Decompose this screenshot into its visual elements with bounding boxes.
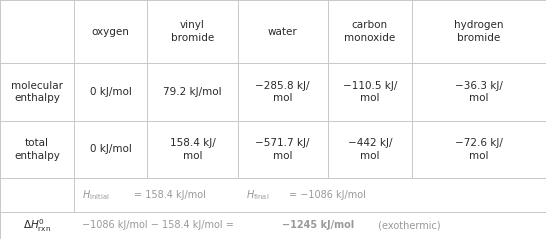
Text: = 158.4 kJ/mol: = 158.4 kJ/mol: [134, 190, 206, 200]
Text: −72.6 kJ/
mol: −72.6 kJ/ mol: [455, 138, 503, 161]
Text: $H_{\mathrm{initial}}$: $H_{\mathrm{initial}}$: [82, 188, 109, 202]
Text: 0 kJ/mol: 0 kJ/mol: [90, 87, 132, 97]
Text: oxygen: oxygen: [92, 27, 129, 37]
Text: carbon
monoxide: carbon monoxide: [345, 21, 395, 43]
Text: = −1086 kJ/mol: = −1086 kJ/mol: [289, 190, 366, 200]
Text: −1245 kJ/mol: −1245 kJ/mol: [282, 220, 354, 230]
Text: water: water: [268, 27, 298, 37]
Text: 158.4 kJ/
mol: 158.4 kJ/ mol: [170, 138, 215, 161]
Text: −110.5 kJ/
mol: −110.5 kJ/ mol: [343, 81, 397, 103]
Text: $\Delta H^0_{\mathrm{rxn}}$: $\Delta H^0_{\mathrm{rxn}}$: [23, 217, 51, 234]
Text: vinyl
bromide: vinyl bromide: [171, 21, 214, 43]
Text: −571.7 kJ/
mol: −571.7 kJ/ mol: [256, 138, 310, 161]
Text: −285.8 kJ/
mol: −285.8 kJ/ mol: [256, 81, 310, 103]
Text: hydrogen
bromide: hydrogen bromide: [454, 21, 504, 43]
Text: −442 kJ/
mol: −442 kJ/ mol: [348, 138, 392, 161]
Text: −36.3 kJ/
mol: −36.3 kJ/ mol: [455, 81, 503, 103]
Text: total
enthalpy: total enthalpy: [14, 138, 60, 161]
Text: 0 kJ/mol: 0 kJ/mol: [90, 144, 132, 154]
Text: $H_{\mathrm{final}}$: $H_{\mathrm{final}}$: [246, 188, 269, 202]
Text: 79.2 kJ/mol: 79.2 kJ/mol: [163, 87, 222, 97]
Text: molecular
enthalpy: molecular enthalpy: [11, 81, 63, 103]
Text: (exothermic): (exothermic): [375, 220, 441, 230]
Text: −1086 kJ/mol − 158.4 kJ/mol =: −1086 kJ/mol − 158.4 kJ/mol =: [82, 220, 237, 230]
